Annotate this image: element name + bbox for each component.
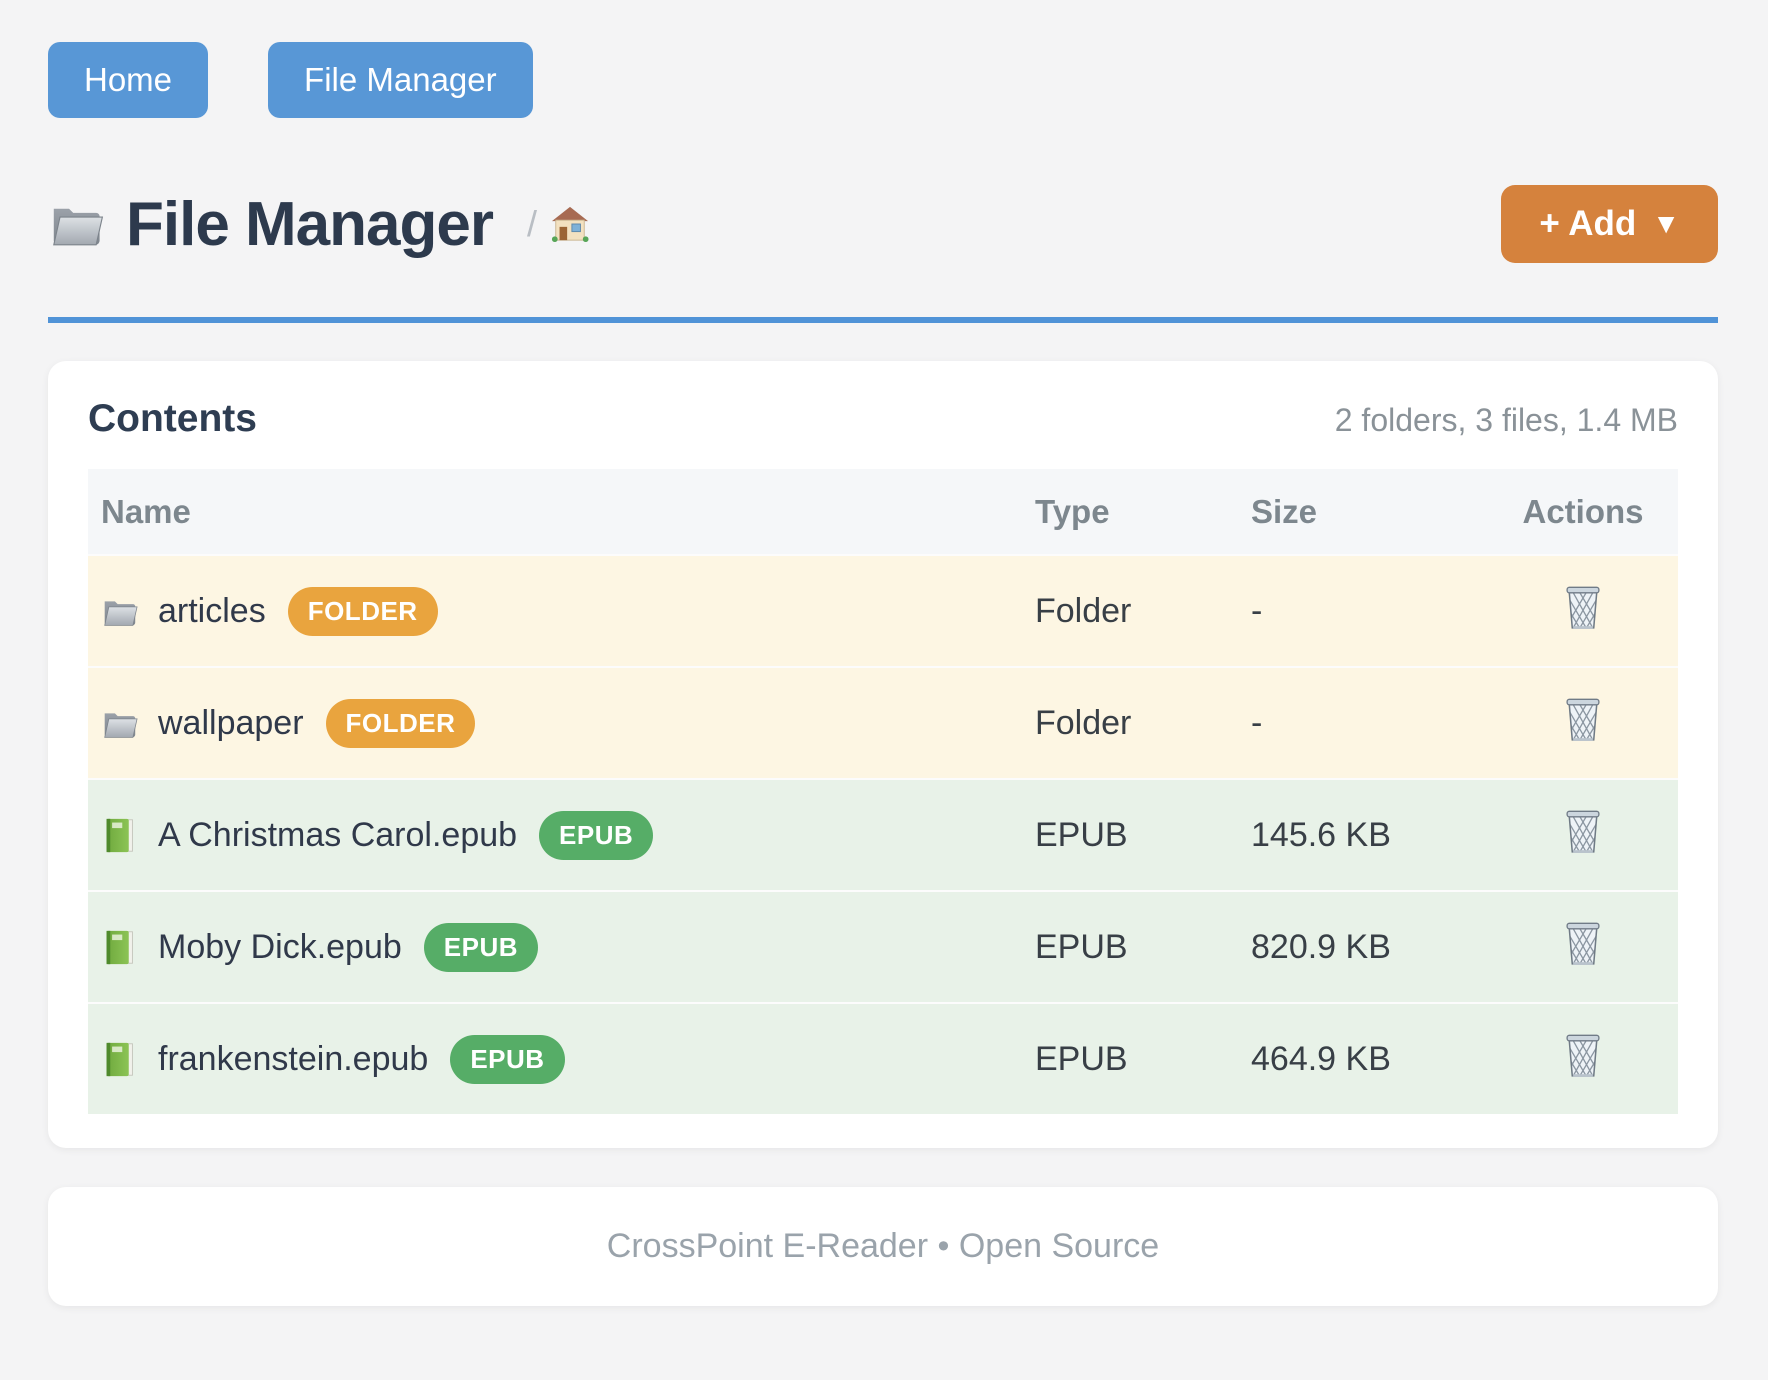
delete-button[interactable] [1563,584,1603,630]
footer-card: CrossPoint E-Reader • Open Source [48,1187,1718,1306]
folder-icon [101,705,138,742]
table-row: Moby Dick.epub EPUB EPUB 820.9 KB [88,890,1678,1002]
item-type: EPUB [1035,927,1128,966]
type-badge: EPUB [423,922,539,972]
green-book-icon [101,1041,138,1078]
delete-button[interactable] [1563,696,1603,742]
folder-icon [48,199,104,249]
add-button[interactable]: + Add ▼ [1501,185,1718,263]
breadcrumb: / [527,203,589,245]
nav-button-home[interactable]: Home [48,42,209,118]
item-size: - [1251,703,1263,742]
item-name-link[interactable]: Moby Dick.epub [158,927,402,966]
green-book-icon [101,817,138,854]
title-group: File Manager / [48,189,589,260]
table-row: frankenstein.epub EPUB EPUB 464.9 KB [88,1002,1678,1114]
green-book-icon [101,929,138,966]
header-divider [48,317,1718,323]
trash-icon [1563,1032,1603,1078]
trash-icon [1563,584,1603,630]
footer-text: CrossPoint E-Reader • Open Source [606,1227,1160,1265]
item-type: Folder [1035,703,1132,742]
column-header-name: Name [101,492,191,530]
contents-summary: 2 folders, 3 files, 1.4 MB [1334,402,1678,438]
house-icon[interactable] [551,205,589,243]
contents-title: Contents [88,397,257,440]
page: Home File Manager File Manager / + Add ▼… [48,42,1718,1306]
breadcrumb-separator: / [527,203,538,244]
nav-button-file-manager[interactable]: File Manager [268,42,533,118]
folder-icon [101,593,138,630]
item-size: 464.9 KB [1251,1039,1391,1078]
contents-card: Contents 2 folders, 3 files, 1.4 MB Name… [48,361,1718,1148]
item-name-link[interactable]: wallpaper [158,703,304,742]
delete-button[interactable] [1563,920,1603,966]
item-type: EPUB [1035,1039,1128,1078]
file-table: Name Type Size Actions articles FOLDER F… [88,469,1678,1114]
item-size: - [1251,591,1263,630]
column-header-type: Type [1035,492,1110,530]
table-row: articles FOLDER Folder - [88,554,1678,666]
item-size: 145.6 KB [1251,815,1391,854]
contents-header: Contents 2 folders, 3 files, 1.4 MB [88,397,1678,441]
delete-button[interactable] [1563,1032,1603,1078]
delete-button[interactable] [1563,808,1603,854]
trash-icon [1563,696,1603,742]
column-header-size: Size [1251,492,1318,530]
item-name-link[interactable]: frankenstein.epub [158,1039,429,1078]
item-size: 820.9 KB [1251,927,1391,966]
item-type: EPUB [1035,815,1128,854]
chevron-down-icon: ▼ [1652,208,1680,239]
item-name-link[interactable]: A Christmas Carol.epub [158,815,518,854]
add-button-label: + Add [1539,204,1637,243]
type-badge: EPUB [450,1034,565,1084]
item-type: Folder [1035,591,1132,630]
column-header-actions: Actions [1522,492,1644,530]
page-title: File Manager [126,189,494,259]
trash-icon [1563,808,1603,854]
type-badge: EPUB [539,810,654,860]
type-badge: FOLDER [287,586,438,636]
type-badge: FOLDER [325,698,476,748]
item-name-link[interactable]: articles [158,591,266,630]
table-row: wallpaper FOLDER Folder - [88,666,1678,778]
trash-icon [1563,920,1603,966]
page-header: File Manager / + Add ▼ [48,185,1718,263]
table-header-row: Name Type Size Actions [88,469,1678,554]
top-nav: Home File Manager [48,42,1718,118]
table-row: A Christmas Carol.epub EPUB EPUB 145.6 K… [88,778,1678,890]
